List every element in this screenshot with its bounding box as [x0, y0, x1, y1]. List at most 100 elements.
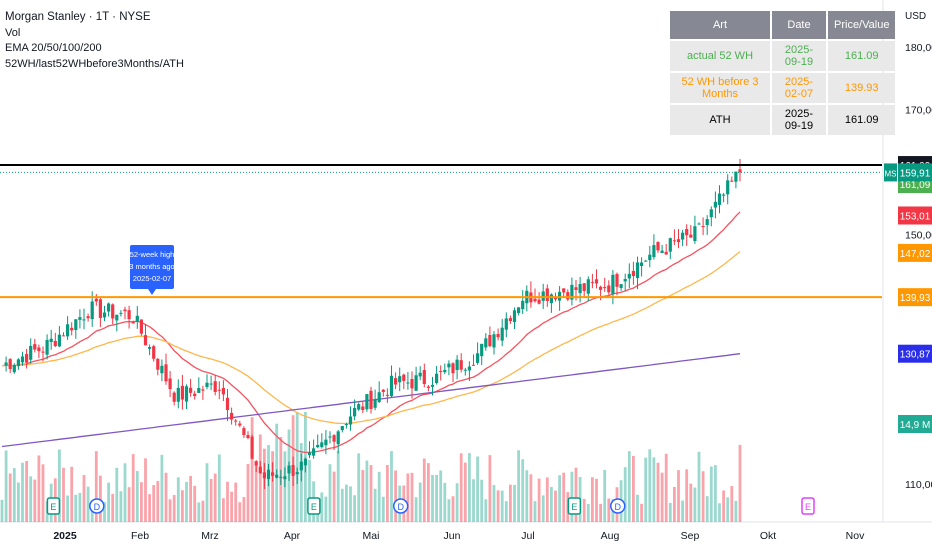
candle-body [123, 309, 127, 312]
earnings-marker[interactable] [46, 497, 61, 515]
volume-bar [164, 472, 168, 522]
volume-bar [86, 486, 90, 522]
volume-bar [701, 471, 705, 522]
candle-body [517, 307, 521, 314]
candle-body [115, 314, 119, 321]
price-axis-label [898, 415, 932, 433]
symbol-title[interactable]: Morgan Stanley · 1T · NYSE [5, 11, 151, 23]
volume-bar [90, 502, 94, 522]
volume-bar [103, 502, 106, 522]
earnings-marker[interactable] [307, 497, 321, 515]
candle-body [668, 238, 672, 252]
volume-bar [94, 451, 98, 522]
candle-body [480, 343, 484, 357]
volume-bar [377, 471, 381, 522]
volume-bar [656, 462, 660, 522]
volume-bar [144, 458, 147, 522]
earnings-marker[interactable] [567, 497, 582, 515]
candle-body [94, 298, 98, 302]
price-axis-label-text: 161,09 [900, 180, 931, 191]
candle-body [20, 356, 25, 363]
volume-bar [443, 482, 447, 522]
volume-bar [226, 481, 229, 522]
candle-body [681, 232, 685, 240]
symbol-tag [884, 163, 897, 182]
volume-bar [107, 482, 110, 522]
dividend-marker[interactable] [610, 498, 626, 514]
volume-bar [447, 499, 451, 522]
event-marker-letter: D [615, 502, 622, 512]
candle-body [238, 423, 242, 426]
volume-indicator-label[interactable]: Vol [5, 26, 21, 39]
volume-bar [427, 463, 430, 522]
candle-body [631, 270, 635, 277]
candle-body [504, 318, 508, 330]
volume-bar [496, 490, 500, 522]
candle-body [377, 392, 381, 403]
candle-body [254, 461, 258, 466]
candle-body [562, 288, 566, 293]
volume-bar [176, 477, 180, 522]
x-tick-label: Okt [760, 530, 776, 542]
candle-body [139, 319, 143, 334]
volume-bar [258, 434, 262, 522]
volume-bar [78, 492, 82, 522]
x-tick-label: Mai [363, 530, 380, 542]
earnings-marker[interactable] [801, 497, 815, 515]
table-cell-value: 161.09 [828, 41, 896, 71]
candle-body [102, 312, 107, 318]
table-header-art: Art [670, 11, 770, 39]
candle-body [246, 435, 250, 439]
dividend-marker[interactable] [89, 498, 105, 514]
volume-bar [431, 474, 434, 522]
volume-bar [693, 487, 697, 522]
candle-body [41, 351, 45, 353]
volume-bar [472, 479, 475, 522]
candle-body [230, 412, 234, 420]
candle-body [488, 334, 492, 347]
volume-bar [340, 488, 344, 522]
volume-bar [271, 451, 274, 522]
volume-bar [410, 472, 414, 522]
volume-bar [213, 473, 217, 522]
price-axis-label-text: 159,91 [900, 168, 931, 179]
candle-body [599, 286, 603, 290]
volume-bar [648, 449, 652, 522]
candle-body [594, 279, 599, 284]
candle-body [369, 390, 373, 409]
table-header-value: Price/Value [828, 11, 896, 39]
candle-body [8, 359, 12, 370]
candle-body [90, 301, 94, 320]
volume-bar [714, 465, 717, 522]
x-tick-label: Jul [521, 530, 534, 542]
volume-bar [37, 455, 41, 522]
candle-body [57, 334, 61, 347]
custom-indicator-label[interactable]: 52WH/last52WHbefore3Months/ATH [5, 57, 184, 70]
volume-bar [230, 491, 233, 522]
candle-body [160, 365, 164, 374]
volume-bar [29, 476, 33, 522]
ema-line-20 [1, 211, 741, 454]
volume-bar [74, 494, 78, 522]
candle-body [722, 194, 726, 196]
volume-bar [250, 417, 254, 522]
candle-body [676, 239, 681, 243]
candle-body [586, 279, 590, 294]
candle-body [131, 322, 135, 324]
volume-bar [673, 486, 676, 522]
volume-bar [168, 499, 172, 522]
volume-bar [730, 486, 734, 522]
volume-bar [664, 453, 668, 522]
candle-body [640, 262, 644, 267]
candle-body [164, 364, 168, 382]
ema-indicator-label[interactable]: EMA 20/50/100/200 [5, 42, 102, 54]
dividend-marker[interactable] [392, 498, 409, 514]
candle-body [730, 180, 734, 182]
candle-body [492, 334, 496, 348]
info-table: Art Date Price/Value actual 52 WH 2025-0… [668, 9, 897, 137]
currency-label[interactable]: USD [905, 11, 927, 22]
volume-bar [492, 485, 496, 522]
candle-body [570, 284, 574, 300]
